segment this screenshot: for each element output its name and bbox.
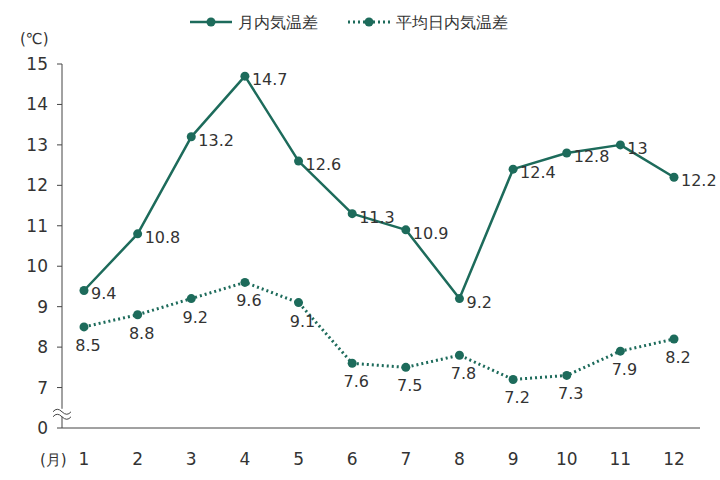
point-marker (80, 322, 89, 331)
x-tick-label: 2 (132, 449, 143, 469)
point-marker (670, 335, 679, 344)
point-marker (562, 371, 571, 380)
axis-break-mask (54, 409, 70, 417)
x-tick-label: 5 (293, 449, 304, 469)
data-label: 7.3 (558, 384, 583, 403)
x-tick-label: 4 (239, 449, 250, 469)
chart-root: 0789101112131415123456789101112(℃)(月)9.4… (0, 0, 720, 480)
y-tick-label: 13 (26, 135, 48, 155)
point-marker (187, 132, 196, 141)
point-marker (348, 359, 357, 368)
y-axis-line (62, 64, 63, 428)
point-marker (562, 148, 571, 157)
point-marker (187, 294, 196, 303)
data-label: 10.9 (413, 224, 449, 243)
point-marker (401, 225, 410, 234)
point-marker (455, 294, 464, 303)
point-marker (133, 310, 142, 319)
y-tick-label: 0 (37, 418, 48, 438)
axis-break-mark (53, 409, 71, 414)
data-label: 12.2 (681, 171, 717, 190)
point-marker (240, 278, 249, 287)
legend-label: 平均日内気温差 (396, 13, 508, 32)
x-tick-label: 3 (186, 449, 197, 469)
y-tick (57, 347, 62, 348)
point-marker (348, 209, 357, 218)
data-label: 13 (627, 139, 647, 158)
data-label: 7.9 (612, 360, 637, 379)
x-tick-label: 7 (400, 449, 411, 469)
data-label: 10.8 (145, 228, 181, 247)
point-marker (670, 173, 679, 182)
point-marker (401, 363, 410, 372)
point-marker (509, 165, 518, 174)
y-tick (57, 104, 62, 105)
data-label: 11.3 (359, 208, 395, 227)
data-label: 14.7 (252, 70, 288, 89)
y-tick (57, 144, 62, 145)
x-tick-label: 11 (610, 449, 632, 469)
point-marker (80, 286, 89, 295)
series-line (84, 76, 674, 298)
legend-label: 月内気温差 (238, 13, 318, 32)
x-tick-label: 10 (556, 449, 578, 469)
y-tick-label: 8 (37, 337, 48, 357)
axis-break-mark (53, 414, 71, 419)
x-tick-label: 8 (454, 449, 465, 469)
legend-marker (207, 18, 216, 27)
x-axis-label: (月) (40, 451, 67, 469)
y-tick (57, 387, 62, 388)
data-label: 12.6 (306, 155, 342, 174)
y-tick (57, 64, 62, 65)
y-tick (57, 428, 62, 429)
data-label: 7.5 (397, 376, 422, 395)
point-marker (509, 375, 518, 384)
data-label: 9.1 (290, 312, 315, 331)
legend: 月内気温差 平均日内気温差 (190, 13, 508, 32)
data-label: 8.2 (665, 348, 690, 367)
point-marker (616, 347, 625, 356)
data-label: 13.2 (198, 131, 234, 150)
y-tick (57, 306, 62, 307)
data-labels: 9.4 10.8 13.2 14.7 12.6 11.3 10.9 9.2 12.4 12.8 13… (75, 70, 716, 407)
y-tick (57, 185, 62, 186)
point-marker (294, 298, 303, 307)
x-axis-line (62, 428, 700, 429)
y-tick-label: 7 (37, 378, 48, 398)
plot-area (80, 72, 679, 384)
y-tick (57, 266, 62, 267)
y-tick-label: 15 (26, 54, 48, 74)
x-tick-label: 1 (79, 449, 90, 469)
axes: 0789101112131415123456789101112(℃)(月) (20, 30, 700, 469)
y-tick-label: 11 (26, 216, 48, 236)
x-tick-label: 6 (347, 449, 358, 469)
data-label: 9.6 (236, 291, 261, 310)
y-tick (57, 225, 62, 226)
data-label: 12.4 (520, 163, 556, 182)
data-label: 8.5 (75, 336, 100, 355)
point-marker (616, 140, 625, 149)
chart-svg: 0789101112131415123456789101112(℃)(月)9.4… (0, 0, 720, 480)
data-label: 7.6 (343, 372, 368, 391)
y-tick-label: 9 (37, 297, 48, 317)
x-tick-label: 12 (663, 449, 685, 469)
series-line (84, 282, 674, 379)
data-label: 9.4 (91, 284, 116, 303)
y-tick-label: 10 (26, 256, 48, 276)
data-label: 7.2 (504, 388, 529, 407)
point-marker (455, 351, 464, 360)
y-axis-label: (℃) (20, 30, 49, 48)
y-tick-label: 14 (26, 94, 48, 114)
data-label: 9.2 (466, 293, 491, 312)
legend-marker (365, 18, 374, 27)
data-label: 12.8 (574, 147, 610, 166)
point-marker (133, 229, 142, 238)
x-tick-label: 9 (508, 449, 519, 469)
point-marker (240, 72, 249, 81)
data-label: 7.8 (451, 364, 476, 383)
data-label: 9.2 (183, 308, 208, 327)
y-tick-label: 12 (26, 175, 48, 195)
point-marker (294, 157, 303, 166)
data-label: 8.8 (129, 324, 154, 343)
